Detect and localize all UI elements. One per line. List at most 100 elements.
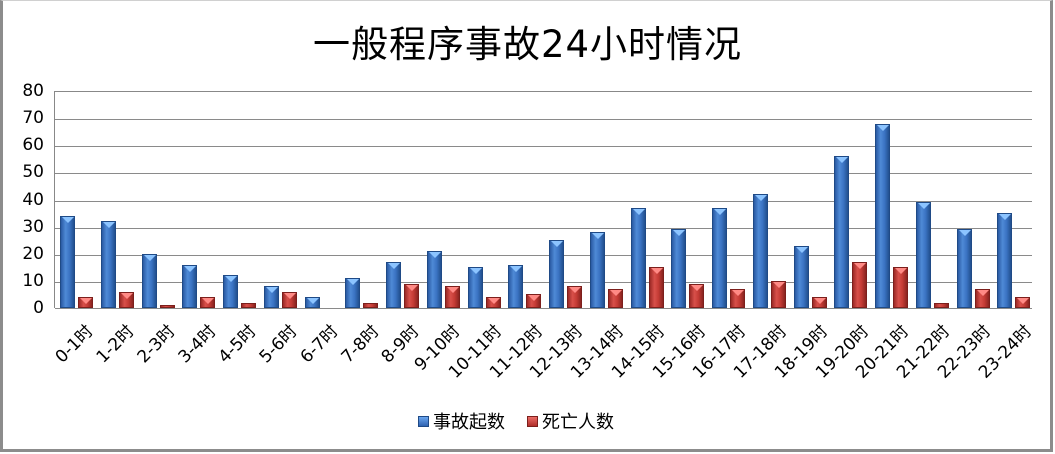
bar-accidents bbox=[712, 207, 727, 308]
bar-accidents bbox=[223, 275, 238, 308]
bar-cap bbox=[836, 157, 849, 164]
bar-accidents bbox=[345, 278, 361, 308]
bar-cap bbox=[202, 298, 215, 305]
legend-item-deaths: 死亡人数 bbox=[527, 408, 614, 434]
bar-cap bbox=[958, 230, 971, 237]
bar-cap bbox=[917, 203, 930, 210]
bar-cap bbox=[510, 265, 523, 272]
bar-cap bbox=[102, 222, 115, 229]
bar-cap bbox=[446, 287, 459, 294]
bar-deaths bbox=[730, 289, 745, 308]
bar-cap bbox=[487, 298, 500, 305]
gridline bbox=[55, 281, 1032, 283]
bar-accidents bbox=[304, 297, 320, 308]
gridline bbox=[55, 254, 1032, 256]
bar-accidents bbox=[60, 215, 75, 308]
gridline bbox=[55, 227, 1032, 229]
bar-deaths bbox=[118, 291, 134, 308]
y-tick-label: 80 bbox=[22, 81, 44, 101]
bar-deaths bbox=[363, 302, 379, 308]
bar-cap bbox=[62, 216, 74, 223]
bar-cap bbox=[732, 290, 744, 297]
bar-deaths bbox=[444, 286, 460, 308]
bar-accidents bbox=[263, 286, 279, 308]
bar-deaths bbox=[241, 302, 256, 308]
legend: 事故起数 死亡人数 bbox=[418, 408, 628, 434]
bar-cap bbox=[754, 195, 767, 202]
bar-accidents bbox=[141, 253, 157, 308]
bar-deaths bbox=[893, 267, 908, 308]
bar-accidents bbox=[997, 213, 1013, 308]
bar-cap bbox=[406, 284, 418, 291]
bar-accidents bbox=[671, 229, 687, 308]
bar-accidents bbox=[182, 264, 198, 308]
bar-cap bbox=[591, 233, 604, 240]
bar-accidents bbox=[630, 207, 646, 308]
bar-cap bbox=[347, 279, 360, 286]
bar-cap bbox=[428, 252, 441, 259]
legend-swatch-red-icon bbox=[527, 415, 538, 427]
bar-accidents bbox=[915, 202, 931, 308]
bar-deaths bbox=[852, 261, 868, 308]
bar-cap bbox=[877, 124, 889, 131]
y-tick-label: 50 bbox=[22, 162, 44, 183]
gridline bbox=[55, 173, 1032, 175]
bar-cap bbox=[306, 298, 319, 305]
bar-deaths bbox=[485, 297, 501, 308]
bar-accidents bbox=[100, 221, 116, 308]
bar-accidents bbox=[875, 123, 890, 308]
bar-deaths bbox=[607, 289, 623, 308]
bar-deaths bbox=[648, 267, 664, 308]
bar-accidents bbox=[426, 251, 442, 308]
bar-cap bbox=[691, 284, 704, 291]
bar-accidents bbox=[793, 245, 809, 308]
bar-cap bbox=[976, 290, 989, 297]
bar-accidents bbox=[752, 194, 768, 308]
bar-cap bbox=[528, 295, 541, 302]
bar-accidents bbox=[386, 261, 401, 308]
bar-deaths bbox=[404, 283, 419, 308]
bar-accidents bbox=[589, 232, 605, 308]
bar-cap bbox=[265, 287, 278, 294]
bar-cap bbox=[551, 241, 563, 248]
y-tick-label: 60 bbox=[22, 135, 44, 156]
y-tick-label: 20 bbox=[22, 243, 44, 264]
bar-cap bbox=[999, 214, 1012, 221]
legend-label: 死亡人数 bbox=[542, 412, 614, 433]
bar-cap bbox=[609, 290, 622, 297]
bar-deaths bbox=[811, 297, 827, 308]
bar-cap bbox=[714, 208, 726, 215]
bar-cap bbox=[650, 268, 663, 275]
bar-cap bbox=[184, 265, 197, 272]
legend-label: 事故起数 bbox=[433, 412, 505, 433]
bar-cap bbox=[225, 276, 237, 283]
bar-cap bbox=[795, 246, 808, 253]
bar-deaths bbox=[933, 302, 949, 308]
bar-cap bbox=[388, 262, 400, 269]
bar-cap bbox=[854, 262, 867, 269]
bar-accidents bbox=[834, 156, 850, 308]
bar-deaths bbox=[770, 280, 786, 308]
bar-cap bbox=[469, 268, 482, 275]
bar-deaths bbox=[1015, 297, 1031, 308]
gridline bbox=[55, 146, 1032, 148]
bar-cap bbox=[120, 292, 133, 299]
bar-cap bbox=[1017, 298, 1030, 305]
bar-accidents bbox=[956, 229, 972, 308]
bar-cap bbox=[283, 292, 296, 299]
bar-deaths bbox=[159, 305, 175, 308]
plot-area bbox=[54, 91, 1032, 309]
gridline bbox=[55, 119, 1032, 121]
bar-deaths bbox=[200, 297, 216, 308]
bar-cap bbox=[80, 298, 92, 305]
bar-deaths bbox=[281, 291, 297, 308]
bar-cap bbox=[569, 287, 581, 294]
bar-deaths bbox=[974, 289, 990, 308]
bar-accidents bbox=[467, 267, 483, 308]
bar-cap bbox=[673, 230, 686, 237]
y-tick-label: 10 bbox=[22, 270, 44, 291]
bar-cap bbox=[895, 268, 907, 275]
legend-item-accidents: 事故起数 bbox=[418, 408, 505, 434]
bar-accidents bbox=[508, 264, 524, 308]
x-axis-line bbox=[55, 308, 1032, 309]
